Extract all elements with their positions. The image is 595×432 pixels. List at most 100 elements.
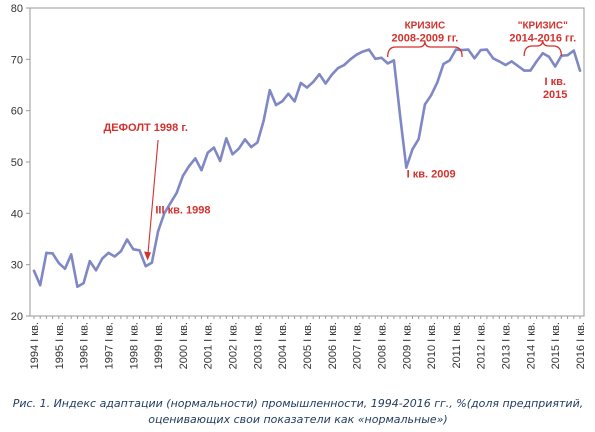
data-point-50 xyxy=(343,63,346,67)
x-tick-label-15: 2009 I кв. xyxy=(401,322,413,369)
data-point-9 xyxy=(88,259,92,263)
data-point-74 xyxy=(491,57,495,60)
data-point-51 xyxy=(349,58,352,61)
data-point-54 xyxy=(367,48,371,51)
data-point-39 xyxy=(274,103,278,107)
data-point-12 xyxy=(107,251,110,255)
data-point-13 xyxy=(113,255,116,258)
data-point-33 xyxy=(237,147,240,150)
data-point-25 xyxy=(187,164,191,168)
data-point-49 xyxy=(336,66,340,70)
data-point-23 xyxy=(175,191,178,194)
x-tick-label-2: 1996 I кв. xyxy=(79,322,91,369)
annotation-3-line-0: III кв. 1998 xyxy=(155,204,210,216)
data-point-88 xyxy=(578,69,582,72)
y-tick-label-5: 70 xyxy=(11,54,23,66)
x-tick-label-16: 2010 I кв. xyxy=(426,322,438,369)
data-point-22 xyxy=(169,201,172,205)
data-point-75 xyxy=(498,60,501,63)
x-tick-label-11: 2005 I кв. xyxy=(302,322,314,369)
x-tick-label-20: 2014 I кв. xyxy=(525,322,537,369)
data-point-40 xyxy=(280,100,284,103)
x-tick-label-0: 1994 I кв. xyxy=(29,322,41,369)
data-point-29 xyxy=(212,146,216,149)
data-point-21 xyxy=(163,212,166,215)
x-tick-label-18: 2012 I кв. xyxy=(476,322,488,369)
data-point-17 xyxy=(138,249,141,252)
data-point-10 xyxy=(94,269,98,272)
x-tick-label-7: 2001 I кв. xyxy=(203,322,215,369)
data-point-14 xyxy=(119,250,123,253)
data-point-67 xyxy=(448,59,451,62)
data-point-73 xyxy=(485,48,489,51)
data-point-5 xyxy=(63,267,67,270)
data-point-11 xyxy=(101,257,104,260)
default-arrow-shaft xyxy=(146,139,159,259)
x-tick-label-4: 1998 I кв. xyxy=(128,322,140,369)
annotation-5-line-0: I кв. xyxy=(544,76,565,88)
data-point-45 xyxy=(312,80,315,84)
annotation-1-line-0: "КРИЗИС" xyxy=(518,21,568,32)
x-tick-label-1: 1995 I кв. xyxy=(54,322,66,369)
data-point-71 xyxy=(473,57,476,60)
data-point-77 xyxy=(510,60,513,63)
data-point-3 xyxy=(51,252,54,255)
adaptation-index-chart: 20 30 40 50 60 70 80 1994 I кв. 1995 I кв. 1996 I… xyxy=(11,3,587,369)
data-point-7 xyxy=(76,285,79,288)
data-point-61 xyxy=(411,147,414,151)
x-tick-label-3: 1997 I кв. xyxy=(103,322,115,369)
x-tick-label-10: 2004 I кв. xyxy=(277,322,289,369)
data-point-62 xyxy=(417,137,420,141)
x-tick-label-12: 2006 I кв. xyxy=(327,322,339,369)
y-tick-label-0: 20 xyxy=(11,311,23,323)
data-point-20 xyxy=(156,230,160,233)
data-point-60 xyxy=(405,166,408,169)
data-point-48 xyxy=(330,73,334,76)
default-arrow-head xyxy=(144,251,152,261)
x-tick-label-6: 2000 I кв. xyxy=(178,322,190,369)
data-point-8 xyxy=(82,281,85,285)
data-point-16 xyxy=(132,248,135,251)
x-tick-label-19: 2013 I кв. xyxy=(501,322,513,369)
data-point-58 xyxy=(392,59,396,62)
data-point-19 xyxy=(150,261,154,264)
caption-line-2: оценивающих свои показатели как «нормаль… xyxy=(148,413,448,426)
data-point-43 xyxy=(299,81,302,85)
data-point-79 xyxy=(522,69,526,72)
data-point-35 xyxy=(249,145,253,149)
data-point-32 xyxy=(231,153,234,156)
y-tick-label-1: 30 xyxy=(11,260,23,272)
y-tick-label-4: 60 xyxy=(11,106,23,118)
data-point-18 xyxy=(144,265,147,268)
data-point-2 xyxy=(45,251,48,255)
data-point-44 xyxy=(305,86,309,89)
crisis-2014-brace xyxy=(523,39,563,57)
x-tick-label-21: 2015 I кв. xyxy=(550,322,562,369)
data-point-72 xyxy=(479,48,482,52)
series-line xyxy=(32,48,582,289)
data-point-15 xyxy=(125,238,129,241)
annotation-0-line-0: КРИЗИС xyxy=(405,21,446,32)
data-point-52 xyxy=(355,53,358,56)
data-point-42 xyxy=(293,100,296,103)
data-point-34 xyxy=(243,138,247,141)
x-tick-label-14: 2008 I кв. xyxy=(376,322,388,369)
data-point-41 xyxy=(287,92,290,95)
y-tick-label-2: 40 xyxy=(11,208,23,220)
data-point-37 xyxy=(262,119,265,123)
annotation-2-line-0: ДЕФОЛТ 1998 г. xyxy=(103,122,187,134)
data-point-6 xyxy=(70,253,73,256)
data-point-27 xyxy=(200,169,203,172)
annotation-5-line-1: 2015 xyxy=(543,89,567,101)
x-tick-label-9: 2003 I кв. xyxy=(252,322,264,369)
data-point-55 xyxy=(374,57,377,61)
data-point-46 xyxy=(318,73,321,76)
data-point-31 xyxy=(225,137,228,140)
data-point-47 xyxy=(324,82,327,85)
data-point-76 xyxy=(504,63,507,67)
data-point-53 xyxy=(361,50,365,53)
data-point-87 xyxy=(572,49,575,52)
caption-line-1: Рис. 1. Индекс адаптации (нормальности) … xyxy=(12,397,584,410)
y-tick-label-6: 80 xyxy=(11,3,23,15)
x-tick-label-5: 1999 I кв. xyxy=(153,322,165,369)
